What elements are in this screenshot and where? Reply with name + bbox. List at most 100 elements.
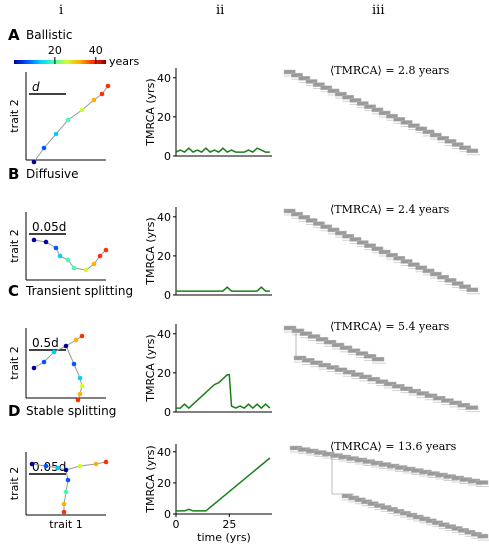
trait-point xyxy=(65,477,71,483)
trait-point xyxy=(79,333,85,339)
tree-branch xyxy=(393,256,406,261)
tree-branch-upper xyxy=(371,356,385,362)
column-header-iii: iii xyxy=(372,3,385,18)
tmrca-x-tick-label: 0 xyxy=(173,518,180,531)
tree-branch-upper xyxy=(355,351,369,356)
tmrca-y-label: TMRCA (yrs) xyxy=(144,445,157,513)
tree-branch xyxy=(320,224,333,230)
tree-branch-lower xyxy=(351,372,364,377)
trait-point xyxy=(43,239,49,245)
trait-point xyxy=(79,107,85,113)
trait-point xyxy=(61,501,67,507)
tmrca-series-line xyxy=(176,286,270,292)
tree-branch xyxy=(298,215,311,220)
trait-point xyxy=(63,467,69,473)
trait-point xyxy=(55,465,61,471)
tree-branch xyxy=(407,123,420,128)
trait-point xyxy=(103,247,109,253)
tree-branch xyxy=(459,145,471,150)
tree-branch-lower xyxy=(391,384,405,389)
tmrca-series-line xyxy=(175,147,270,153)
tree-branch-upper xyxy=(323,339,337,345)
tmrca-series-line xyxy=(176,374,271,410)
tree-branch-upper xyxy=(331,342,345,348)
colorbar-unit: years xyxy=(109,55,140,68)
tree-branch-lower xyxy=(293,355,307,361)
trait-y-label: trait 2 xyxy=(8,99,21,132)
trait-point xyxy=(31,237,37,243)
trait-trajectory xyxy=(33,85,109,163)
trait-point xyxy=(97,253,103,259)
tmrca-series-line xyxy=(176,457,271,512)
trait-point xyxy=(79,383,85,389)
trait-point xyxy=(91,97,97,103)
panel-title: Ballistic xyxy=(26,28,72,42)
tree-branch xyxy=(305,79,318,84)
trait-y-label: trait 2 xyxy=(8,467,21,500)
tree-branch xyxy=(378,249,391,255)
tree-branch xyxy=(437,274,450,280)
tree-branch xyxy=(327,88,340,94)
tree-branch xyxy=(283,208,296,214)
tree-branch xyxy=(386,252,398,258)
genealogy-tree xyxy=(283,325,480,413)
tmrca-y-label: TMRCA (yrs) xyxy=(144,334,157,402)
column-header-i: i xyxy=(59,3,64,18)
trait-x-label: trait 1 xyxy=(49,518,82,531)
trait-point xyxy=(53,245,59,251)
trait-point xyxy=(63,343,69,349)
tmrca-x-label: time (yrs) xyxy=(197,531,251,544)
tree-branch-lower xyxy=(310,360,323,365)
mean-tmrca-label: ⟨TMRCA⟩ = 13.6 years xyxy=(330,440,457,453)
tree-branch xyxy=(451,281,464,286)
scale-bar-label: 0.5d xyxy=(32,336,59,350)
tmrca-y-label: TMRCA (yrs) xyxy=(144,78,157,146)
colorbar-tick-label: 20 xyxy=(48,44,62,57)
tmrca-y-label: TMRCA (yrs) xyxy=(144,217,157,285)
tree-branch xyxy=(364,243,376,248)
tree-branch xyxy=(451,142,464,147)
tree-branch xyxy=(429,271,442,277)
panel-title: Stable splitting xyxy=(26,404,116,418)
tmrca-y-tick-label: 40 xyxy=(157,72,171,85)
tmrca-y-tick-label: 0 xyxy=(164,508,171,521)
trait-point xyxy=(73,337,79,343)
trait-point xyxy=(63,489,69,495)
trait-point xyxy=(31,159,37,165)
tree-branch-upper xyxy=(283,325,297,331)
tree-branch xyxy=(349,98,362,103)
trait-y-label: trait 2 xyxy=(8,229,21,262)
tmrca-x-tick-label: 25 xyxy=(222,518,236,531)
tree-branch-lower xyxy=(400,386,413,391)
tree-branch-lower xyxy=(457,403,471,408)
tree-branch xyxy=(466,287,479,293)
tree-branch xyxy=(378,110,391,116)
tree-branch xyxy=(466,148,479,154)
mean-tmrca-label: ⟨TMRCA⟩ = 2.4 years xyxy=(330,203,450,216)
tree-branch xyxy=(356,240,369,245)
tree-branch-lower xyxy=(359,374,372,380)
tree-branch-lower xyxy=(383,381,397,387)
tmrca-y-tick-label: 0 xyxy=(164,289,171,302)
tree-branch xyxy=(349,237,362,242)
tree-branch xyxy=(283,69,296,75)
tree-branch xyxy=(400,259,413,264)
panel-row-C: C Transient splitting trait 2 0.5d 0 20 40TMRC… xyxy=(8,282,480,419)
trait-point xyxy=(65,257,71,263)
tmrca-y-tick-label: 20 xyxy=(157,477,171,490)
tree-branch xyxy=(291,72,303,78)
trait-point xyxy=(77,463,83,469)
tree-branch-upper xyxy=(347,348,361,353)
tree-branch xyxy=(305,218,318,223)
tree-branch-lower xyxy=(477,533,489,539)
tree-branch xyxy=(444,139,457,144)
panel-title: Diffusive xyxy=(26,167,79,181)
tree-branch xyxy=(422,268,435,274)
tree-branch xyxy=(312,221,325,226)
colorbar xyxy=(14,60,106,64)
trait-point xyxy=(61,509,67,515)
colorbar-tick-label: 40 xyxy=(89,44,103,57)
